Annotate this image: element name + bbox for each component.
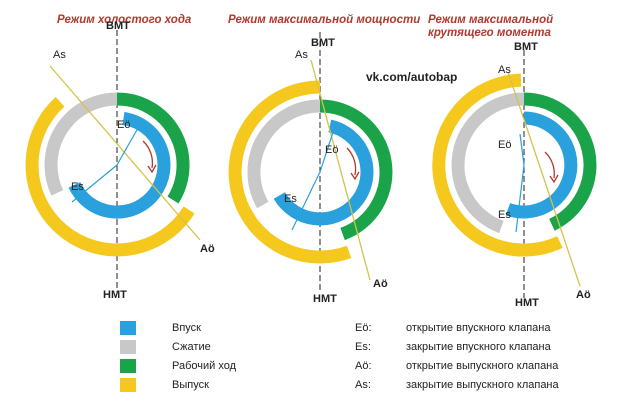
rotation-arrow-head <box>147 164 157 174</box>
as-ao-line <box>310 59 371 281</box>
rotation-arrow <box>346 147 357 176</box>
tdc-label: ВМТ <box>514 41 538 53</box>
eo-label: Eö <box>325 144 338 156</box>
definition-abbr-eo: Eö: <box>355 322 372 334</box>
legend-swatch-intake <box>120 321 136 335</box>
power-arc <box>319 99 393 241</box>
intake-arc <box>68 112 171 219</box>
legend-swatch-power <box>120 359 136 373</box>
rotation-arrow-head <box>350 171 360 181</box>
es-line <box>515 164 525 233</box>
tdc-label: ВМТ <box>311 37 335 49</box>
compression-arc <box>451 92 525 234</box>
diagram-max-power: ВМТ НМТ As Eö Es Aö <box>228 32 393 305</box>
exhaust-arc <box>25 96 195 257</box>
eo-line <box>116 127 139 166</box>
es-line <box>291 171 321 231</box>
as-ao-line <box>49 65 201 241</box>
legend-swatch-exhaust <box>120 378 136 392</box>
es-line <box>71 164 118 203</box>
legend-label-exhaust: Выпуск <box>172 379 209 391</box>
compression-arc <box>247 99 321 209</box>
definition-text-as: закрытие выпускного клапана <box>406 379 559 391</box>
definition-abbr-as: As: <box>355 379 371 391</box>
definition-abbr-es: Es: <box>355 341 371 353</box>
rotation-arrow-head <box>549 174 559 184</box>
exhaust-arc <box>432 73 563 257</box>
compression-arc <box>44 92 118 196</box>
intake-arc <box>273 119 374 226</box>
diagram-max-torque: ВМТ НМТ As Eö Es Aö <box>432 41 597 309</box>
eo-line <box>319 125 336 173</box>
diagram-title-max-power: Режим максимальной мощности <box>228 14 421 26</box>
as-label: As <box>53 49 66 61</box>
ao-label: Aö <box>200 243 215 255</box>
exhaust-arc <box>228 80 352 264</box>
definition-text-ao: открытие выпускного клапана <box>406 360 559 372</box>
bdc-label: НМТ <box>103 289 127 301</box>
ao-label: Aö <box>373 278 388 290</box>
legend-label-intake: Впуск <box>172 322 201 334</box>
eo-line <box>519 133 525 166</box>
es-label: Es <box>284 193 297 205</box>
definition-abbr-ao: Aö: <box>355 360 372 372</box>
definition-text-eo: открытие впускного клапана <box>406 322 551 334</box>
diagram-title-idle: Режим холостого хода <box>57 14 192 26</box>
eo-label: Eö <box>117 119 130 131</box>
bdc-label: НМТ <box>313 293 337 305</box>
intake-arc <box>505 111 578 219</box>
eo-label: Eö <box>498 139 511 151</box>
es-label: Es <box>71 181 84 193</box>
diagram-idle: ВМТ НМТ As Eö Es Aö <box>25 20 215 301</box>
as-ao-line <box>507 71 581 287</box>
definition-text-es: закрытие впускного клапана <box>406 341 551 353</box>
legend-label-power: Рабочий ход <box>172 360 237 372</box>
legend-label-compression: Сжатие <box>172 341 211 353</box>
ao-label: Aö <box>576 289 591 301</box>
es-label: Es <box>498 209 511 221</box>
as-label: As <box>498 64 511 76</box>
power-arc <box>523 92 597 231</box>
rotation-arrow <box>544 151 555 179</box>
power-arc <box>116 92 190 204</box>
legend-swatch-compression <box>120 340 136 354</box>
diagram-title-max-torque: Режим максимальной крутящего момента <box>428 14 554 39</box>
site-watermark: vk.com/autobap <box>366 70 458 84</box>
rotation-arrow <box>142 140 154 169</box>
as-label: As <box>295 49 308 61</box>
tdc-label: ВМТ <box>106 20 130 32</box>
bdc-label: НМТ <box>515 297 539 309</box>
